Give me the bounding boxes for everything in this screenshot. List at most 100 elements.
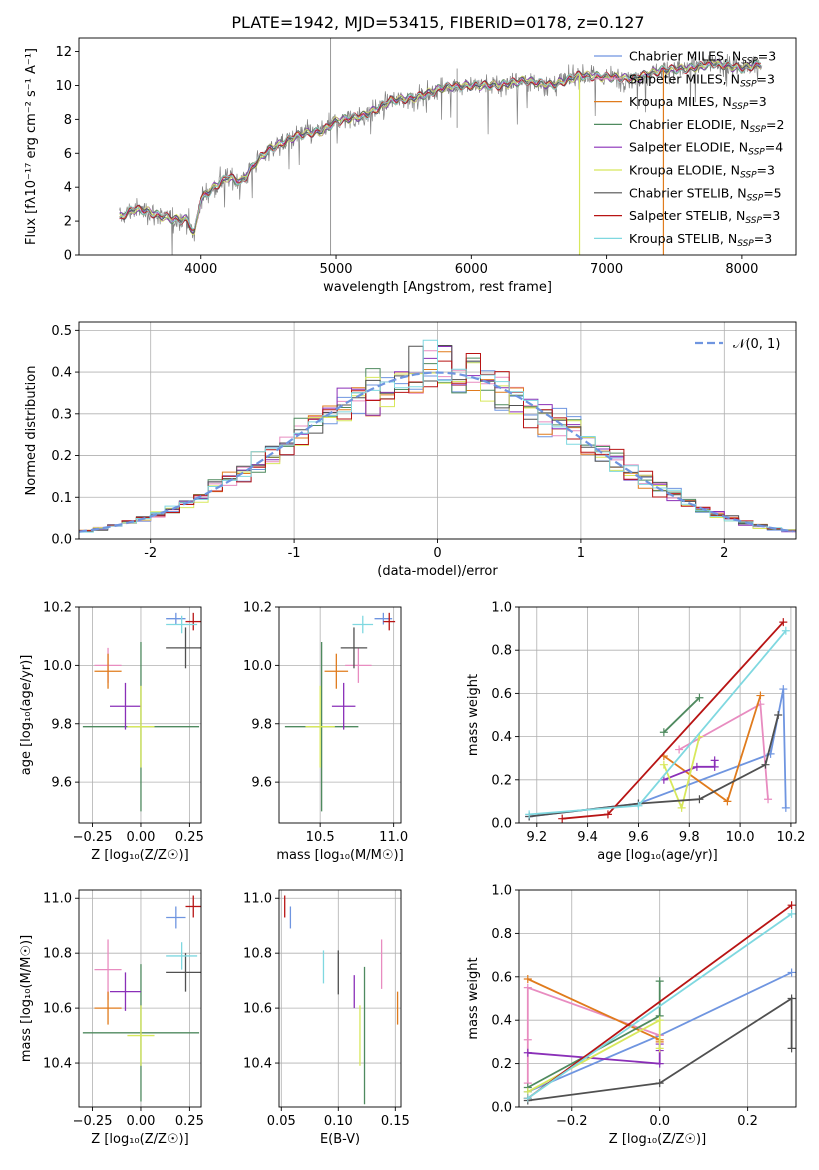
legend-entry: 𝒩(0, 1) xyxy=(733,337,780,352)
y-tick-label: 10.8 xyxy=(43,947,72,962)
normal-curve xyxy=(79,371,794,533)
errorbar-plot-area xyxy=(284,895,399,1105)
x-axis-label: Z [log₁₀(Z/Z☉)] xyxy=(609,1132,706,1147)
weight-marker xyxy=(523,983,532,992)
y-tick-label: 10.6 xyxy=(43,1002,72,1017)
mass-vs-extinction-panel: 0.05 0.10 0.15 10.4 10.6 10.8 11.0 E(B-V) xyxy=(243,889,410,1147)
weight-marker xyxy=(787,901,796,910)
weight-plot-area xyxy=(523,901,796,1105)
weight-marker xyxy=(761,760,770,769)
x-tick-label: 10.2 xyxy=(776,830,805,845)
weight-marker xyxy=(779,685,788,694)
x-tick-label: -2 xyxy=(144,546,157,561)
x-axis-label: Z [log₁₀(Z/Z☉)] xyxy=(91,848,188,863)
x-tick-label: 7000 xyxy=(590,262,623,277)
x-tick-label: −0.2 xyxy=(556,1114,588,1129)
x-tick-label: 0 xyxy=(433,546,441,561)
weight-marker xyxy=(787,1044,796,1053)
weight-marker xyxy=(787,968,796,977)
legend-entry: Kroupa MILES, NSSP=3 xyxy=(629,94,767,112)
x-tick-label: 0.25 xyxy=(175,830,204,845)
weight-marker xyxy=(558,814,567,823)
y-tick-label: 0.0 xyxy=(491,817,512,832)
spectrum-panel: 4000 5000 6000 7000 8000 0 2 4 6 8 10 12 wavelength … xyxy=(24,37,797,295)
weight-marker xyxy=(787,909,796,918)
y-tick-label: 10.4 xyxy=(43,1057,72,1072)
legend-entry: Salpeter ELODIE, NSSP=4 xyxy=(629,140,783,158)
y-tick-label: 2 xyxy=(64,215,72,230)
y-tick-label: 4 xyxy=(64,181,72,196)
legend-subscript: SSP xyxy=(740,79,757,89)
axes-frame xyxy=(518,889,797,1108)
weight-series-line xyxy=(527,1018,661,1093)
legend-subscript: SSP xyxy=(732,102,749,112)
x-axis-label: Z [log₁₀(Z/Z☉)] xyxy=(91,1132,188,1147)
weight-marker xyxy=(523,1094,532,1103)
x-tick-label: 11.0 xyxy=(379,830,408,845)
errorbar-point xyxy=(127,1005,155,1066)
y-tick-label: 9.6 xyxy=(251,776,272,791)
axes-frame xyxy=(78,606,202,824)
errorbar-plot-area xyxy=(82,895,201,1102)
x-tick-label: 0.2 xyxy=(737,1114,758,1129)
weight-marker xyxy=(781,626,790,635)
legend-entry: Chabrier ELODIE, NSSP=2 xyxy=(629,117,784,135)
errorbar-plot-area xyxy=(82,612,201,812)
x-tick-label: −0.25 xyxy=(73,1114,113,1129)
y-tick-label: 0.6 xyxy=(491,970,512,985)
legend-subscript: SSP xyxy=(745,216,762,226)
y-tick-label: 11.0 xyxy=(43,892,72,907)
x-tick-label: 9.8 xyxy=(679,830,700,845)
y-tick-label: 10.6 xyxy=(243,1002,272,1017)
y-tick-label: 0.4 xyxy=(491,730,512,745)
legend-suffix: =3 xyxy=(758,49,776,64)
y-tick-label: 10.2 xyxy=(43,601,72,616)
weight-marker xyxy=(774,711,783,719)
y-axis-label: mass weight xyxy=(466,957,481,1039)
weight-marker xyxy=(675,745,684,754)
weight-marker xyxy=(634,801,643,810)
legend-subscript: SSP xyxy=(747,193,764,203)
model-spectrum-line xyxy=(119,59,761,236)
y-tick-label: 0.8 xyxy=(491,644,512,659)
weight-series-line xyxy=(527,1044,661,1065)
x-tick-label: 0.05 xyxy=(267,1114,296,1129)
x-tick-label: 9.6 xyxy=(628,830,649,845)
y-tick-label: 0.2 xyxy=(491,1057,512,1072)
x-tick-label: 8000 xyxy=(725,262,758,277)
errorbar-point xyxy=(305,685,335,768)
errorbar-point xyxy=(331,682,356,730)
x-axis-label: age [log₁₀(age/yr)] xyxy=(597,848,718,863)
weight-marker xyxy=(523,1035,532,1044)
weight-marker xyxy=(723,797,732,806)
x-axis-label: E(B-V) xyxy=(320,1132,360,1147)
legend-suffix: =3 xyxy=(748,94,766,109)
legend-suffix: =4 xyxy=(765,140,783,155)
weight-marker xyxy=(659,760,668,769)
weight-marker xyxy=(655,1079,664,1088)
errorbar-point xyxy=(166,627,201,669)
weight-marker xyxy=(523,974,532,983)
weight-plot-area xyxy=(525,618,790,823)
figure-title: PLATE=1942, MJD=53415, FIBERID=0178, z=0… xyxy=(231,13,644,32)
errorbar-point xyxy=(340,627,368,669)
weight-marker xyxy=(695,795,704,804)
x-tick-label: −0.25 xyxy=(73,830,113,845)
x-tick-label: 0.15 xyxy=(381,1114,410,1129)
axes-frame xyxy=(78,37,797,256)
x-tick-label: 0.00 xyxy=(126,830,155,845)
weight-series-line xyxy=(527,996,793,1102)
y-tick-label: 0.8 xyxy=(491,927,512,942)
legend-suffix: =3 xyxy=(757,163,775,178)
y-tick-label: 6 xyxy=(64,147,72,162)
y-tick-label: 9.6 xyxy=(51,776,72,791)
weight-series-line xyxy=(527,904,793,1100)
y-tick-label: 0.4 xyxy=(491,1014,512,1029)
y-tick-label: 0.1 xyxy=(51,491,72,506)
residual-histogram-panel: -2 -1 0 1 2 0.0 0.1 0.2 0.3 0.4 0.5 (data-model)/er… xyxy=(24,321,797,579)
y-tick-label: 1.0 xyxy=(491,601,512,616)
errorbar-point xyxy=(166,612,186,625)
x-axis-label: wavelength [Angstrom, rest frame] xyxy=(323,280,552,295)
y-tick-label: 9.8 xyxy=(251,717,272,732)
y-axis-label: mass [log₁₀(M/M☉)] xyxy=(19,935,34,1062)
